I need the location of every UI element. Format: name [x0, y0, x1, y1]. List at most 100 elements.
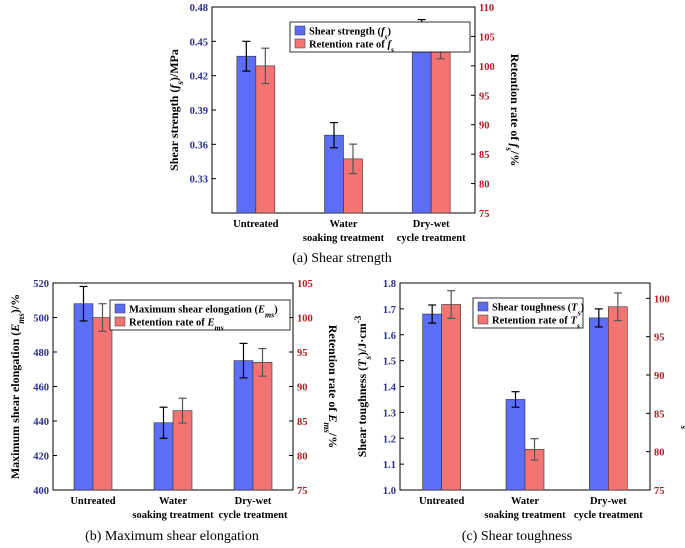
- left-tick-label: 0.36: [190, 140, 208, 151]
- chart-panel-1: 0.33 0.36 0.39 0.42 0.45 0.48 75 80 85 90 95 100 105…: [167, 3, 522, 266]
- x-tick-label: Dry-wet: [413, 219, 450, 230]
- x-tick-label: cycle treatment: [574, 510, 643, 521]
- x-tick-label: cycle treatment: [397, 233, 466, 244]
- right-tick-label: 100: [479, 62, 495, 73]
- label-part: T: [571, 303, 578, 314]
- right-tick-label: 85: [479, 150, 490, 161]
- legend-label: Shear toughness (Ts): [492, 303, 585, 318]
- x-tick-label: Dry-wet: [590, 496, 627, 507]
- x-tick-label: Untreated: [419, 496, 464, 507]
- label-part: E: [326, 413, 340, 422]
- left-tick-label: 520: [33, 279, 49, 290]
- right-tick-label: 85: [654, 409, 665, 420]
- legend-swatch: [294, 25, 306, 36]
- panel-caption: (b) Maximum shear elongation: [85, 529, 259, 544]
- legend-label: Retention rate of Ems: [129, 318, 224, 333]
- label-part: Shear strength (: [309, 27, 381, 38]
- left-tick-label: 1.7: [383, 305, 396, 316]
- label-part: /%: [508, 150, 522, 166]
- bar: [505, 399, 526, 491]
- right-tick-label: 90: [479, 121, 490, 132]
- label-part: Retention rate of: [492, 316, 570, 327]
- left-tick-label: 1.3: [383, 408, 396, 419]
- legend-swatch: [114, 316, 126, 327]
- bar: [92, 317, 113, 491]
- label-part: T: [355, 359, 369, 367]
- label-part: Maximum shear elongation (: [129, 305, 259, 316]
- label-part: )/J·cm: [355, 323, 369, 356]
- x-tick-label: cycle treatment: [219, 510, 288, 521]
- right-tick-label: 100: [654, 294, 670, 305]
- legend-box: [289, 21, 471, 53]
- label-part: -3: [353, 315, 363, 323]
- left-tick-label: 1.1: [383, 460, 396, 471]
- right-tick-label: 75: [479, 209, 490, 220]
- legend-label: Retention rate of fs: [309, 40, 394, 55]
- label-part: ): [581, 303, 585, 314]
- right-tick-label: 80: [654, 448, 665, 459]
- left-tick-label: 0.42: [190, 72, 208, 83]
- right-tick-label: 95: [297, 348, 308, 359]
- label-part: T: [570, 316, 577, 327]
- x-tick-label: Water: [159, 496, 187, 507]
- label-part: Retention rate of: [129, 318, 207, 329]
- label-part: ms: [322, 422, 332, 433]
- bar: [255, 65, 276, 214]
- left-tick-label: 440: [33, 417, 49, 428]
- label-part: f: [381, 27, 386, 38]
- left-tick-label: 480: [33, 348, 49, 359]
- left-axis-title: Maximum shear elongation (Ems)/%: [8, 294, 26, 479]
- right-tick-label: 75: [654, 486, 665, 497]
- label-part: )/%: [8, 294, 22, 313]
- label-part: s: [390, 45, 394, 54]
- bar: [441, 304, 461, 491]
- label-part: Retention rate of: [508, 54, 522, 144]
- label-part: Retention rate of: [683, 329, 685, 419]
- left-tick-label: 500: [33, 314, 49, 325]
- x-tick-label: Water: [330, 219, 358, 230]
- right-tick-label: 95: [479, 91, 490, 102]
- left-tick-label: 0.33: [190, 175, 208, 186]
- label-part: /%: [326, 432, 340, 448]
- label-part: s: [504, 146, 514, 151]
- legend-swatch: [294, 38, 306, 49]
- legend-label: Retention rate of Ts: [492, 316, 580, 331]
- bar: [608, 306, 628, 491]
- label-part: Shear strength (: [167, 89, 181, 171]
- left-axis-title: Shear strength (fs)/MPa: [167, 49, 185, 171]
- left-tick-label: 1.0: [383, 486, 396, 497]
- chart-panel-2: 400 420 440 460 480 500 520 75 80 85 90 95 100 105 Unt…: [8, 279, 340, 544]
- chart-panel-3: 1.0 1.1 1.2 1.3 1.4 1.5 1.6 1.7 1.8 75 80 85 90 95 100…: [353, 279, 685, 544]
- x-tick-label: soaking treatment: [303, 233, 385, 244]
- legend-box: [472, 297, 584, 329]
- bar: [589, 317, 609, 491]
- right-tick-label: 90: [297, 383, 308, 394]
- legend-swatch: [477, 314, 489, 325]
- right-tick-label: 95: [654, 333, 665, 344]
- right-axis-title: Retention rate of Ems/%: [322, 325, 340, 449]
- label-part: ): [274, 305, 278, 316]
- left-tick-label: 1.6: [383, 331, 396, 342]
- right-tick-label: 80: [297, 452, 308, 463]
- left-tick-label: 1.2: [383, 434, 396, 445]
- label-part: s: [175, 81, 185, 86]
- label-part: T: [683, 418, 685, 426]
- left-tick-label: 1.8: [383, 279, 396, 290]
- label-part: s: [576, 321, 580, 330]
- x-tick-label: Untreated: [70, 496, 115, 507]
- legend-swatch: [477, 301, 489, 312]
- label-part: /%: [683, 428, 685, 444]
- label-part: Retention rate of: [326, 325, 340, 415]
- x-tick-label: Dry-wet: [235, 496, 272, 507]
- right-tick-label: 80: [479, 180, 490, 191]
- label-part: E: [206, 318, 214, 329]
- legend-label: Maximum shear elongation (Ems): [129, 305, 278, 320]
- x-tick-label: Untreated: [233, 219, 278, 230]
- right-tick-label: 110: [479, 3, 494, 14]
- left-tick-label: 460: [33, 383, 49, 394]
- right-tick-label: 105: [297, 279, 313, 290]
- right-tick-label: 100: [297, 314, 313, 325]
- right-tick-label: 90: [654, 371, 665, 382]
- bar: [73, 303, 94, 491]
